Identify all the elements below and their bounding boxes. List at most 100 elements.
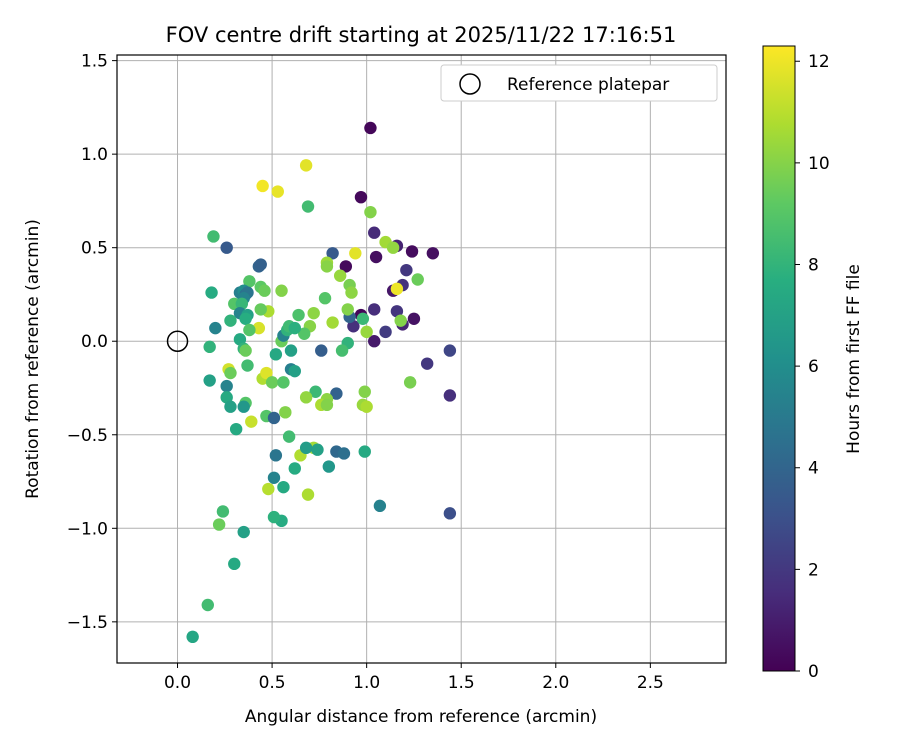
data-point <box>443 507 457 520</box>
x-tick-label: 2.5 <box>637 673 664 693</box>
data-point <box>239 344 252 357</box>
data-point <box>277 376 290 389</box>
y-tick-label: −1.5 <box>67 613 108 633</box>
y-axis-ticks: 1.5 1.0 0.5 0.0 −0.5 −1.0 −1.5 <box>67 52 117 633</box>
data-point <box>256 179 269 193</box>
data-point <box>220 391 233 404</box>
x-axis-ticks: 0.0 0.5 1.0 1.5 2.0 2.5 <box>164 663 664 693</box>
colorbar: 0 2 4 6 8 10 12 Hours from first FF file <box>762 45 864 682</box>
data-point <box>288 364 301 378</box>
data-point <box>443 389 457 402</box>
colorbar-tick-label: 8 <box>808 255 819 275</box>
chart-title: FOV centre drift starting at 2025/11/22 … <box>166 23 677 47</box>
data-point <box>333 269 347 282</box>
data-point <box>420 357 434 370</box>
data-point <box>320 260 334 273</box>
reference-platepar-marker <box>166 330 189 352</box>
y-tick-label: −1.0 <box>67 519 108 539</box>
data-point <box>368 303 381 316</box>
data-point <box>224 366 237 380</box>
data-point <box>243 323 256 337</box>
data-point <box>245 415 258 428</box>
data-point <box>288 321 301 335</box>
data-point <box>360 400 373 413</box>
data-point <box>326 247 339 260</box>
data-point <box>220 379 233 393</box>
colorbar-label: Hours from first FF file <box>844 264 864 454</box>
x-tick-label: 0.0 <box>164 673 191 693</box>
data-point <box>243 275 256 288</box>
data-point <box>267 471 281 484</box>
data-point <box>262 482 275 496</box>
data-point <box>220 241 233 254</box>
data-point <box>269 348 283 361</box>
data-point <box>349 247 362 260</box>
legend: Reference platepar <box>440 64 718 102</box>
data-point <box>252 321 266 335</box>
colorbar-ticks: 0 2 4 6 8 10 12 <box>795 52 830 682</box>
data-points <box>186 121 457 644</box>
data-point <box>335 344 349 357</box>
data-point <box>311 443 324 456</box>
data-point <box>390 282 404 296</box>
data-point <box>320 398 334 412</box>
data-point <box>260 366 273 380</box>
legend-label: Reference platepar <box>507 75 669 95</box>
data-point <box>203 374 216 387</box>
x-axis-label: Angular distance from reference (arcmin) <box>245 707 597 727</box>
data-point <box>386 241 400 254</box>
data-point <box>330 387 343 400</box>
x-tick-label: 1.0 <box>353 673 380 693</box>
data-point <box>205 286 218 299</box>
data-point <box>337 447 351 460</box>
data-point <box>212 518 226 531</box>
data-point <box>405 245 419 258</box>
data-point <box>347 320 360 333</box>
data-point <box>267 510 281 524</box>
data-point <box>209 321 222 335</box>
colorbar-gradient <box>762 45 796 672</box>
colorbar-tick-label: 2 <box>808 560 819 580</box>
data-point <box>301 200 315 213</box>
data-point <box>407 312 421 325</box>
data-point <box>368 335 381 348</box>
data-point <box>299 391 313 404</box>
data-point <box>379 325 392 339</box>
data-point <box>299 159 313 172</box>
data-point <box>186 630 199 644</box>
data-point <box>288 462 301 475</box>
data-point <box>224 314 237 327</box>
data-point <box>322 460 336 473</box>
data-point <box>360 325 373 339</box>
data-point <box>235 297 249 311</box>
data-point <box>411 273 424 286</box>
data-point <box>354 190 368 204</box>
data-point <box>309 385 322 398</box>
colorbar-tick-label: 12 <box>808 52 830 72</box>
y-tick-label: 1.0 <box>81 145 108 165</box>
data-point <box>301 488 315 501</box>
data-point <box>368 226 381 239</box>
data-point <box>373 499 387 513</box>
data-point <box>318 292 332 305</box>
data-point <box>364 205 377 219</box>
y-tick-label: 1.5 <box>81 52 108 72</box>
data-point <box>237 400 250 413</box>
data-point <box>299 441 313 455</box>
data-point <box>239 312 252 325</box>
data-point <box>277 480 290 494</box>
y-tick-label: −0.5 <box>67 426 108 446</box>
reference-marker-group <box>166 330 189 352</box>
data-point <box>339 260 353 273</box>
data-point <box>265 376 279 389</box>
data-point <box>269 449 283 462</box>
legend-box <box>440 64 718 102</box>
data-point <box>307 306 320 320</box>
y-tick-label: 0.5 <box>81 239 108 259</box>
colorbar-tick-label: 4 <box>808 459 819 479</box>
data-point <box>258 284 271 297</box>
data-point <box>241 359 254 372</box>
data-point <box>228 557 241 571</box>
data-point <box>426 247 440 260</box>
data-point <box>364 121 377 135</box>
